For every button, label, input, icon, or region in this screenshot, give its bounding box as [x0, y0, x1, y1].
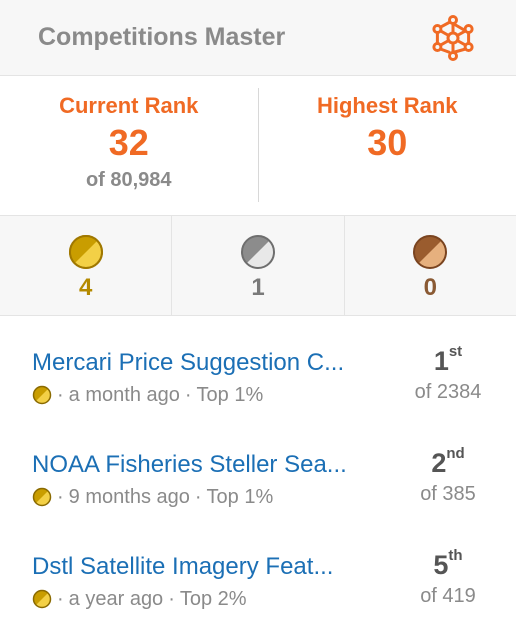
- competition-info: Dstl Satellite Imagery Feat... · a year …: [32, 540, 410, 642]
- place-total: of 419: [410, 583, 486, 609]
- separator: ·: [57, 586, 64, 612]
- separator: ·: [57, 382, 64, 408]
- gold-medal-icon: [32, 385, 52, 405]
- time-ago: a month ago: [69, 382, 180, 408]
- top-percent: Top 1%: [207, 484, 274, 510]
- competition-meta: · 9 months ago · Top 1%: [32, 484, 410, 510]
- bronze-medal-icon: [412, 234, 448, 270]
- top-percent: Top 1%: [197, 382, 264, 408]
- silver-medals: 1: [172, 216, 344, 315]
- gold-medals: 4: [0, 216, 172, 315]
- gold-medal-icon: [32, 487, 52, 507]
- competition-link[interactable]: Mercari Price Suggestion C...: [32, 348, 410, 378]
- place-number: 5th: [410, 548, 486, 582]
- separator: ·: [57, 484, 64, 510]
- separator: ·: [185, 382, 192, 408]
- time-ago: 9 months ago: [69, 484, 190, 510]
- current-rank-label: Current Rank: [59, 93, 198, 119]
- gold-medal-icon: [68, 234, 104, 270]
- current-rank: Current Rank 32 of 80,984: [0, 76, 258, 215]
- highest-rank: Highest Rank 30: [259, 76, 516, 215]
- place-suffix: th: [448, 547, 462, 564]
- gold-medal-count: 4: [79, 274, 92, 302]
- place-number: 1st: [410, 344, 486, 378]
- header: Competitions Master: [0, 0, 516, 76]
- bronze-medals: 0: [345, 216, 516, 315]
- competition-info: Mercari Price Suggestion C... · a month …: [32, 336, 410, 438]
- gear-network-icon: [429, 14, 477, 62]
- current-rank-total: of 80,984: [86, 167, 172, 193]
- placement: 1st of 2384: [410, 336, 486, 438]
- page-title: Competitions Master: [38, 23, 285, 52]
- silver-medal-icon: [240, 234, 276, 270]
- competition-meta: · a year ago · Top 2%: [32, 586, 410, 612]
- place-suffix: nd: [446, 445, 464, 462]
- separator: ·: [195, 484, 202, 510]
- list-item: NOAA Fisheries Steller Sea... · 9 months…: [0, 438, 516, 540]
- top-percent: Top 2%: [180, 586, 247, 612]
- place-suffix: st: [449, 343, 462, 360]
- list-item: Dstl Satellite Imagery Feat... · a year …: [0, 540, 516, 642]
- competition-meta: · a month ago · Top 1%: [32, 382, 410, 408]
- bronze-medal-count: 0: [424, 274, 437, 302]
- competition-link[interactable]: Dstl Satellite Imagery Feat...: [32, 552, 410, 582]
- silver-medal-count: 1: [251, 274, 264, 302]
- separator: ·: [168, 586, 175, 612]
- place-total: of 2384: [410, 379, 486, 405]
- placement: 5th of 419: [410, 540, 486, 642]
- place-number: 2nd: [410, 446, 486, 480]
- competition-list: Mercari Price Suggestion C... · a month …: [0, 316, 516, 642]
- list-item: Mercari Price Suggestion C... · a month …: [0, 336, 516, 438]
- rank-summary: Current Rank 32 of 80,984 Highest Rank 3…: [0, 76, 516, 216]
- competition-info: NOAA Fisheries Steller Sea... · 9 months…: [32, 438, 410, 540]
- gold-medal-icon: [32, 589, 52, 609]
- highest-rank-label: Highest Rank: [317, 93, 458, 119]
- time-ago: a year ago: [69, 586, 164, 612]
- highest-rank-value: 30: [367, 121, 407, 165]
- competition-link[interactable]: NOAA Fisheries Steller Sea...: [32, 450, 410, 480]
- place-total: of 385: [410, 481, 486, 507]
- current-rank-value: 32: [109, 121, 149, 165]
- placement: 2nd of 385: [410, 438, 486, 540]
- medal-summary: 4 1 0: [0, 216, 516, 316]
- settings-button[interactable]: [428, 13, 478, 63]
